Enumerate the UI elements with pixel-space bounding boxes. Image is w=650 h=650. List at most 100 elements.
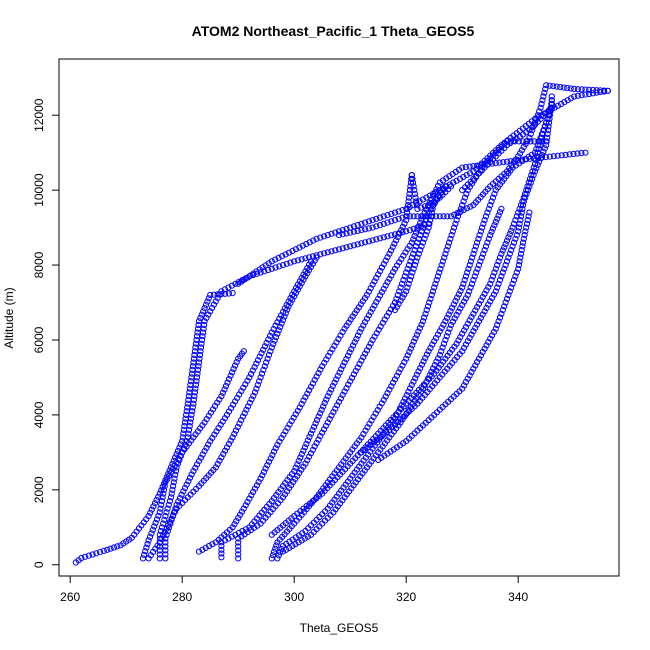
data-point bbox=[400, 276, 407, 284]
data-point bbox=[347, 378, 354, 385]
data-point bbox=[440, 340, 448, 347]
data-point bbox=[553, 83, 560, 90]
data-point bbox=[179, 449, 186, 456]
data-point bbox=[471, 273, 478, 280]
data-point bbox=[520, 235, 527, 242]
data-point bbox=[289, 542, 296, 550]
data-point bbox=[214, 294, 221, 301]
data-point bbox=[419, 239, 427, 246]
data-point bbox=[474, 265, 481, 272]
data-point bbox=[537, 138, 544, 145]
data-point bbox=[375, 326, 382, 333]
data-point bbox=[496, 314, 504, 321]
data-point bbox=[324, 232, 331, 239]
data-point bbox=[426, 299, 433, 306]
data-point bbox=[509, 224, 516, 231]
data-point bbox=[408, 381, 415, 388]
data-point bbox=[498, 310, 505, 317]
data-point bbox=[349, 374, 356, 381]
data-point bbox=[375, 295, 382, 302]
data-point bbox=[453, 217, 460, 224]
data-point bbox=[466, 334, 473, 341]
data-point bbox=[350, 223, 357, 230]
data-point bbox=[510, 239, 518, 246]
data-point bbox=[474, 358, 481, 366]
data-point bbox=[285, 249, 293, 256]
data-point bbox=[459, 164, 466, 171]
data-point bbox=[472, 307, 479, 314]
data-point bbox=[207, 308, 214, 315]
data-point bbox=[253, 360, 260, 367]
data-point bbox=[281, 313, 288, 320]
data-point bbox=[393, 412, 400, 419]
y-tick-label: 6000 bbox=[32, 326, 46, 353]
data-point bbox=[518, 209, 525, 216]
data-point bbox=[275, 254, 282, 261]
data-point bbox=[541, 89, 548, 96]
data-point bbox=[414, 254, 421, 261]
data-point bbox=[442, 318, 449, 325]
data-point bbox=[485, 284, 492, 291]
data-point bbox=[343, 385, 350, 392]
data-point bbox=[401, 273, 408, 280]
data-point bbox=[512, 235, 519, 242]
data-point bbox=[187, 419, 194, 426]
data-point bbox=[298, 400, 305, 408]
data-point bbox=[380, 234, 387, 241]
data-point bbox=[201, 305, 208, 312]
data-point bbox=[447, 235, 454, 242]
data-point bbox=[365, 218, 372, 225]
data-point bbox=[183, 481, 190, 488]
data-point bbox=[490, 329, 497, 336]
data-point bbox=[238, 388, 245, 395]
data-point bbox=[337, 395, 344, 402]
data-point bbox=[110, 544, 118, 551]
data-point bbox=[546, 115, 553, 123]
data-point bbox=[354, 227, 361, 234]
data-point bbox=[166, 472, 173, 479]
data-point bbox=[369, 281, 376, 288]
data-point bbox=[416, 325, 423, 332]
data-point bbox=[578, 86, 585, 93]
data-point bbox=[377, 267, 384, 275]
data-point bbox=[199, 333, 206, 340]
data-point bbox=[300, 463, 307, 470]
data-point bbox=[279, 253, 286, 260]
y-tick-label: 10000 bbox=[32, 173, 46, 207]
data-point bbox=[158, 501, 165, 508]
data-point bbox=[276, 315, 283, 322]
data-point bbox=[506, 250, 513, 257]
data-point bbox=[287, 259, 294, 266]
data-point bbox=[369, 237, 376, 244]
data-point bbox=[538, 151, 546, 159]
data-point bbox=[295, 539, 302, 546]
x-tick-label: 320 bbox=[396, 590, 416, 604]
data-point bbox=[355, 304, 362, 311]
data-point bbox=[201, 448, 208, 455]
data-point bbox=[235, 543, 242, 550]
data-point bbox=[333, 376, 340, 383]
data-point bbox=[306, 453, 313, 460]
data-point bbox=[503, 158, 511, 165]
data-point bbox=[165, 501, 172, 508]
data-point bbox=[367, 340, 374, 347]
data-point bbox=[397, 297, 404, 304]
data-point bbox=[204, 298, 211, 305]
data-point bbox=[329, 346, 336, 353]
data-point bbox=[197, 344, 205, 351]
data-point bbox=[319, 429, 326, 436]
data-point bbox=[373, 223, 380, 230]
data-point bbox=[409, 179, 417, 186]
data-point bbox=[509, 243, 516, 250]
data-point bbox=[533, 165, 540, 172]
data-point bbox=[470, 276, 477, 284]
data-point bbox=[425, 224, 432, 231]
data-point bbox=[236, 420, 243, 427]
data-point bbox=[415, 250, 422, 257]
data-point bbox=[529, 127, 536, 134]
data-point bbox=[309, 380, 316, 387]
data-point bbox=[341, 359, 348, 366]
data-point bbox=[388, 210, 395, 217]
data-point bbox=[314, 416, 321, 424]
data-point bbox=[358, 357, 365, 364]
